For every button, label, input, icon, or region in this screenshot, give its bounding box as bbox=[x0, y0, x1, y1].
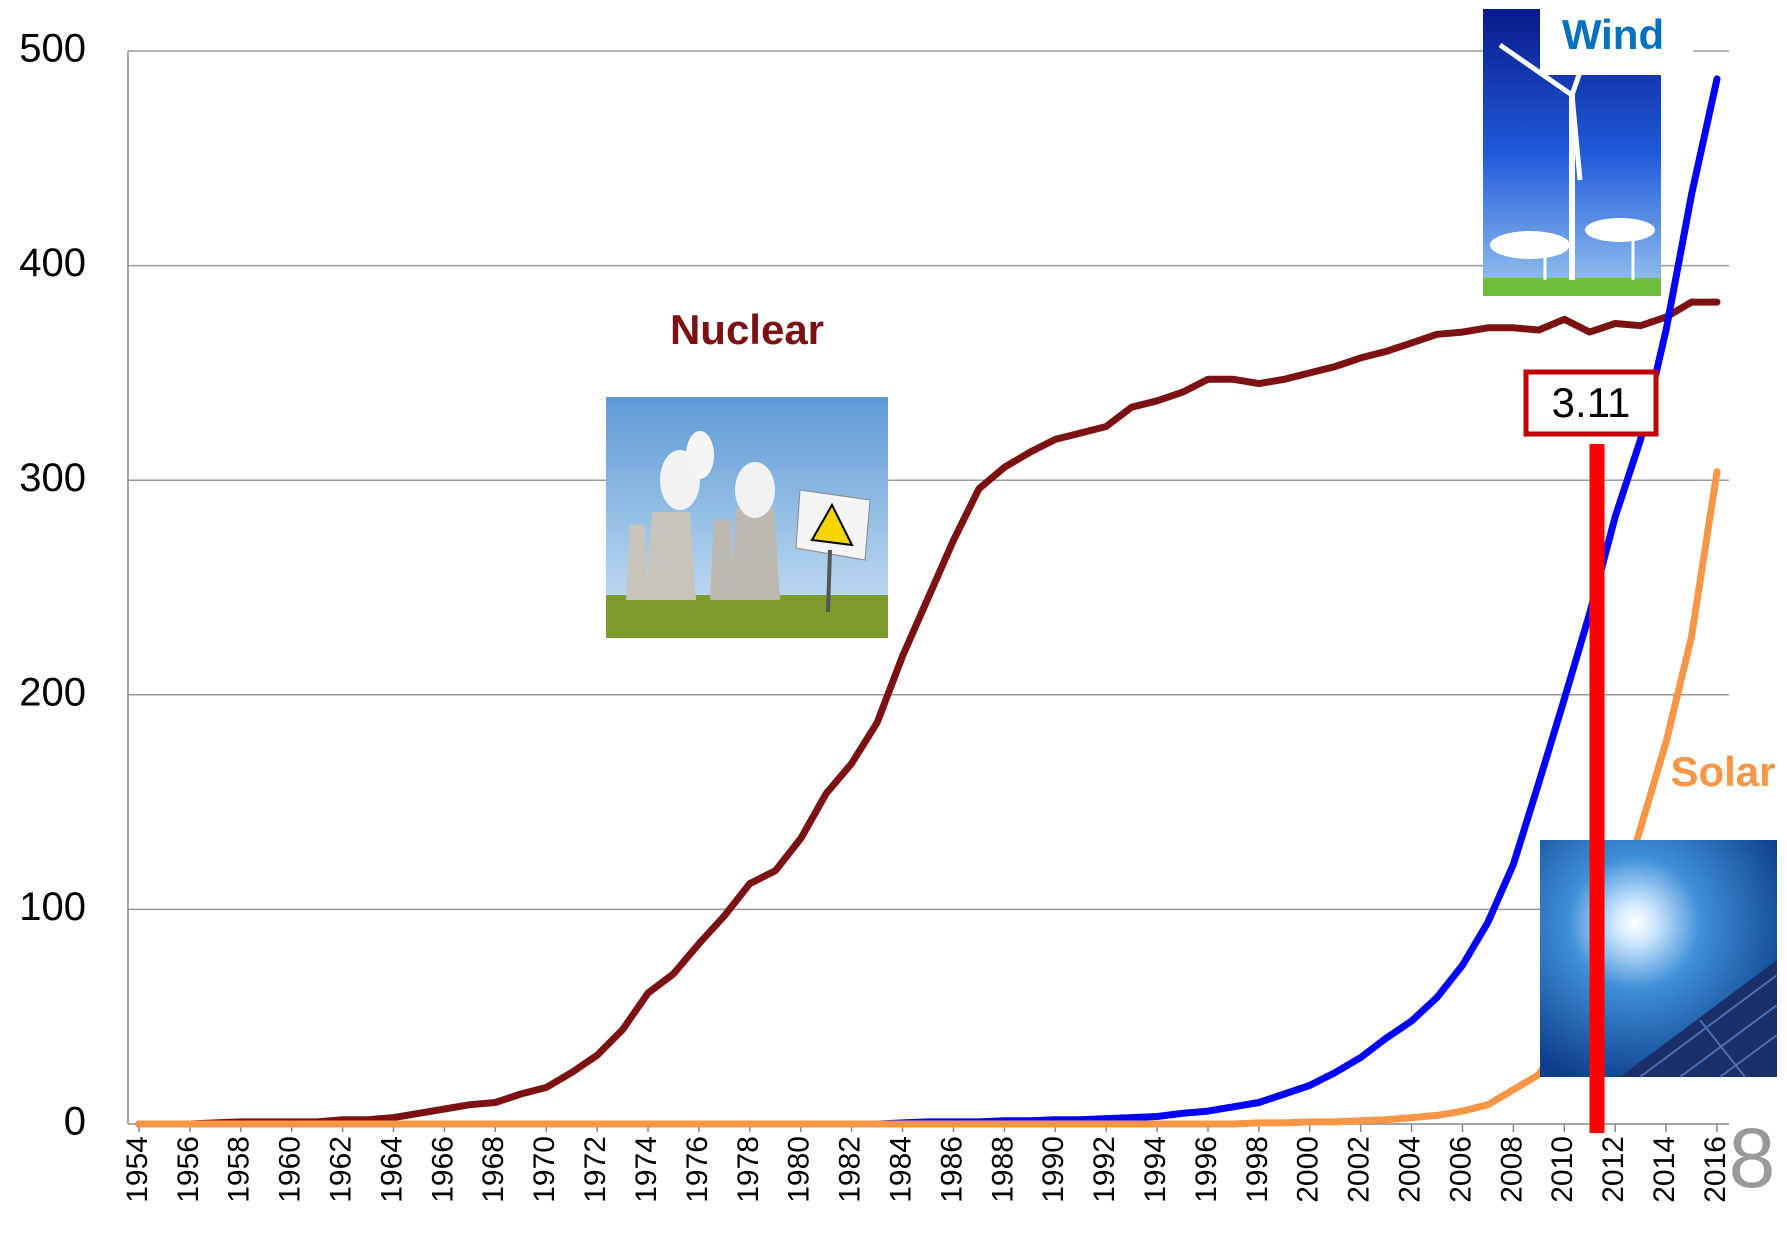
annotation-box bbox=[1523, 369, 1659, 437]
x-tick-label: 2010 bbox=[1546, 1136, 1579, 1203]
x-tick-label: 1996 bbox=[1190, 1136, 1223, 1203]
x-tick-label: 1954 bbox=[121, 1136, 154, 1203]
x-tick-label: 1984 bbox=[884, 1136, 917, 1203]
x-tick-label: 1980 bbox=[783, 1136, 816, 1203]
x-tick-label: 1966 bbox=[426, 1136, 459, 1203]
nuclear-image bbox=[606, 397, 888, 638]
x-tick-label: 2002 bbox=[1343, 1136, 1376, 1203]
x-tick-label: 1986 bbox=[935, 1136, 968, 1203]
series-label: Nuclear bbox=[670, 306, 824, 353]
x-tick-label: 1962 bbox=[325, 1136, 358, 1203]
x-tick-label: 1990 bbox=[1037, 1136, 1070, 1203]
x-tick-label: 1970 bbox=[528, 1136, 561, 1203]
y-tick-label: 100 bbox=[19, 885, 86, 929]
x-tick-label: 2000 bbox=[1292, 1136, 1325, 1203]
x-tick-label: 1992 bbox=[1088, 1136, 1121, 1203]
series-line bbox=[135, 468, 1721, 1128]
x-tick-label: 2006 bbox=[1444, 1136, 1477, 1203]
x-tick-label: 2004 bbox=[1394, 1136, 1427, 1203]
grid: 0 100 200 300 400 500 1954 1956 1958 1960 1962 1964… bbox=[19, 27, 1732, 1203]
y-tick-label: 0 bbox=[64, 1100, 86, 1144]
y-tick-label: 500 bbox=[19, 27, 86, 71]
y-tick-label: 400 bbox=[19, 241, 86, 285]
solar-image bbox=[1540, 840, 1778, 1078]
x-tick-label: 1972 bbox=[579, 1136, 612, 1203]
x-tick-label: 2012 bbox=[1597, 1136, 1630, 1203]
x-tick-label: 2014 bbox=[1648, 1136, 1681, 1203]
series-label: Wind bbox=[1562, 11, 1664, 58]
x-tick-label: 1964 bbox=[375, 1136, 408, 1203]
plot-area bbox=[135, 75, 1721, 1128]
x-tick-label: 1968 bbox=[477, 1136, 510, 1203]
x-tick-label: 1956 bbox=[172, 1136, 205, 1203]
y-tick-label: 200 bbox=[19, 670, 86, 714]
annotation: 3.11 bbox=[1552, 379, 1631, 426]
y-tick-label: 300 bbox=[19, 456, 86, 500]
x-tick-label: 1994 bbox=[1139, 1136, 1172, 1203]
x-tick-label: 1978 bbox=[732, 1136, 765, 1203]
x-tick-label: 1998 bbox=[1241, 1136, 1274, 1203]
x-tick-label: 1960 bbox=[274, 1136, 307, 1203]
x-tick-label: 2008 bbox=[1495, 1136, 1528, 1203]
x-tick-label: 1988 bbox=[986, 1136, 1019, 1203]
series-line bbox=[135, 298, 1721, 1128]
x-tick-label: 1982 bbox=[834, 1136, 867, 1203]
x-tick-label: 1974 bbox=[630, 1136, 663, 1203]
series-label: Solar bbox=[1670, 748, 1775, 795]
label-background bbox=[1540, 9, 1693, 75]
x-tick-label: 1976 bbox=[681, 1136, 714, 1203]
x-tick-label: 2016 bbox=[1699, 1136, 1732, 1203]
page-number: 8 bbox=[1729, 1111, 1776, 1205]
x-tick-label: 1958 bbox=[223, 1136, 256, 1203]
